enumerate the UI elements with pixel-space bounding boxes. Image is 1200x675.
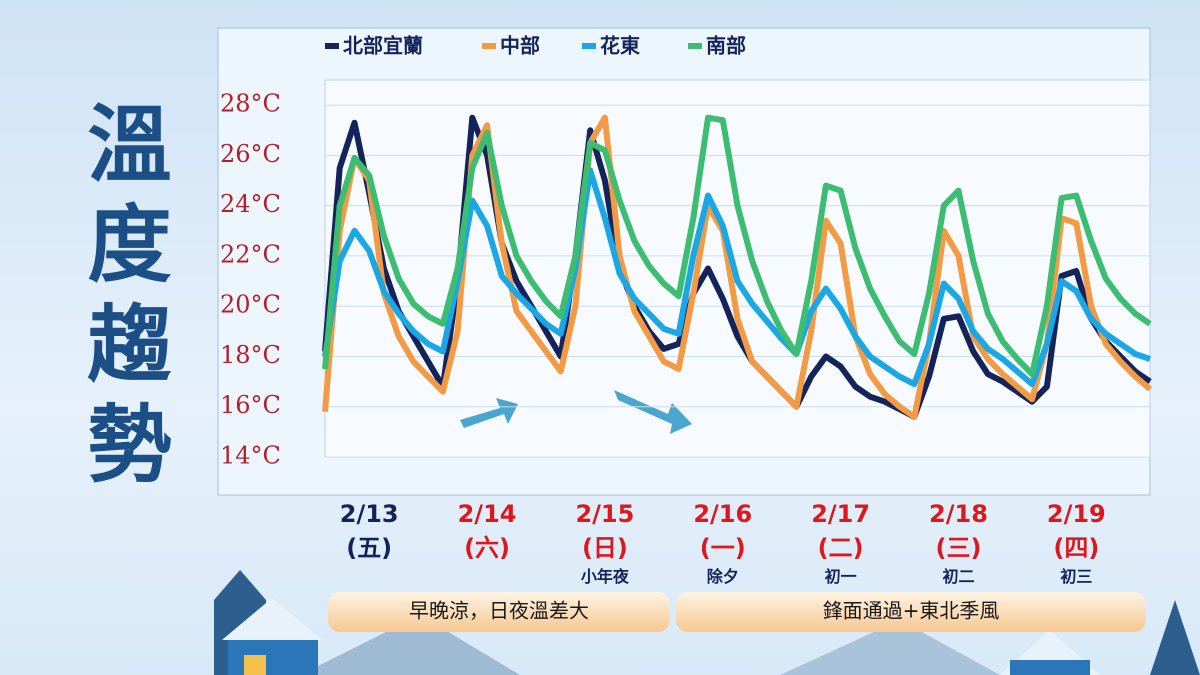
y-tick-label: 28°C (220, 90, 281, 118)
weekday-label: (五) (346, 534, 392, 562)
banner-text: 鋒面通過+東北季風 (823, 599, 1000, 623)
x-tick-label: 2/13 (340, 500, 399, 528)
series-line (322, 114, 1152, 378)
legend-label: 花東 (600, 34, 640, 58)
x-tick-label: 2/15 (575, 500, 634, 528)
holiday-note: 除夕 (707, 567, 739, 586)
scenery (214, 570, 1200, 675)
weekday-label: (一) (700, 534, 746, 562)
holiday-note: 初一 (825, 567, 857, 586)
x-tick-label: 2/19 (1047, 500, 1106, 528)
series-line (322, 114, 1152, 420)
legend-swatch (482, 43, 496, 49)
chart-title: 溫度趨勢 (74, 100, 172, 500)
weekday-label: (日) (582, 534, 628, 562)
y-tick-label: 26°C (220, 140, 281, 168)
banner (676, 592, 1146, 632)
weekday-label: (三) (936, 534, 982, 562)
y-tick-label: 24°C (220, 190, 281, 218)
y-tick-label: 16°C (220, 391, 281, 419)
x-tick-label: 2/18 (929, 500, 988, 528)
legend-label: 北部宜蘭 (343, 34, 423, 58)
holiday-note: 小年夜 (581, 567, 630, 586)
x-tick-label: 2/17 (811, 500, 870, 528)
banner (328, 592, 670, 632)
legend-label: 南部 (706, 34, 746, 58)
weekday-label: (六) (464, 534, 510, 562)
x-tick-label: 2/16 (693, 500, 752, 528)
legend-swatch (582, 43, 596, 49)
y-tick-label: 18°C (220, 341, 281, 369)
legend-swatch (688, 43, 702, 49)
trend-arrows (460, 390, 692, 434)
banner-text: 早晚涼，日夜溫差大 (409, 599, 589, 623)
y-tick-label: 14°C (220, 442, 281, 470)
y-tick-label: 22°C (220, 240, 281, 268)
weekday-label: (二) (818, 534, 864, 562)
legend-label: 中部 (500, 34, 540, 58)
x-tick-label: 2/14 (458, 500, 517, 528)
legend-swatch (325, 43, 339, 49)
y-tick-label: 20°C (220, 291, 281, 319)
holiday-note: 初三 (1060, 567, 1092, 586)
holiday-note: 初二 (942, 567, 974, 586)
weekday-label: (四) (1053, 534, 1099, 562)
